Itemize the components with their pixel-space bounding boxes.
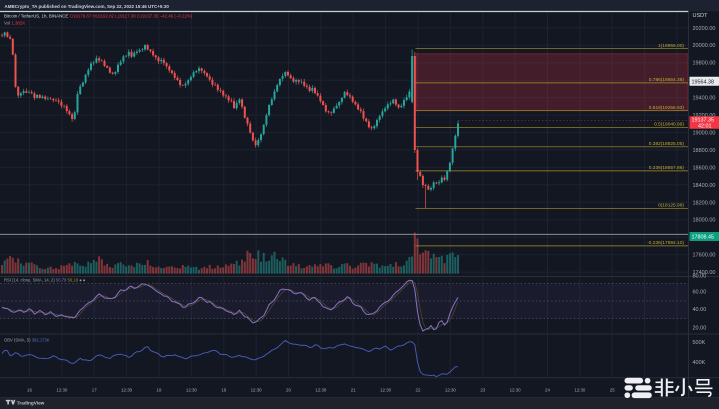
svg-text:12:30: 12:30 [445, 388, 457, 393]
svg-text:0.618(19256.93): 0.618(19256.93) [649, 105, 685, 111]
svg-text:20200.00: 20200.00 [693, 26, 716, 32]
svg-text:17600.00: 17600.00 [693, 253, 716, 259]
svg-text:23: 23 [480, 388, 485, 393]
svg-text:500K: 500K [693, 340, 706, 346]
svg-text:20000.00: 20000.00 [693, 43, 716, 49]
svg-text:400K: 400K [693, 360, 706, 366]
svg-text:Vol 1.382K: Vol 1.382K [4, 21, 25, 26]
svg-text:12:30: 12:30 [251, 388, 263, 393]
svg-text:0.382(18825.05): 0.382(18825.05) [649, 141, 685, 147]
svg-text:0.236(18557.86): 0.236(18557.86) [649, 165, 685, 171]
svg-text:Bitcoin / TetherUS, 1h, BINANC: Bitcoin / TetherUS, 1h, BINANCE O19178.8… [4, 13, 193, 18]
svg-text:20: 20 [286, 388, 291, 393]
svg-text:80.00: 80.00 [693, 273, 707, 279]
svg-text:-0.236(17694.10): -0.236(17694.10) [647, 240, 684, 246]
svg-text:22: 22 [416, 388, 421, 393]
svg-text:19137.35: 19137.35 [692, 118, 714, 124]
svg-text:21: 21 [351, 388, 356, 393]
svg-text:17808.45: 17808.45 [692, 235, 714, 241]
svg-text:18000.00: 18000.00 [693, 218, 716, 224]
svg-text:19000.00: 19000.00 [693, 131, 716, 137]
svg-text:19: 19 [221, 388, 226, 393]
svg-text:12:30: 12:30 [121, 388, 133, 393]
svg-text:TradingView: TradingView [17, 400, 45, 405]
svg-text:12:30: 12:30 [56, 388, 68, 393]
svg-text:12:30: 12:30 [186, 388, 198, 393]
svg-text:RSI (14, close, SMA, 14, 2) 56: RSI (14, close, SMA, 14, 2) 56.79 56.18 … [4, 277, 86, 282]
svg-text:19800.00: 19800.00 [693, 61, 716, 67]
svg-text:12:30: 12:30 [380, 388, 392, 393]
svg-text:18: 18 [157, 388, 162, 393]
svg-text:19200.00: 19200.00 [693, 113, 716, 119]
svg-text:12:30: 12:30 [315, 388, 327, 393]
svg-text:20.00: 20.00 [693, 326, 707, 332]
svg-text:24: 24 [545, 388, 550, 393]
svg-text:USDT: USDT [693, 13, 709, 19]
svg-text:0.786(19564.38): 0.786(19564.38) [649, 77, 685, 83]
svg-text:19564.38: 19564.38 [692, 79, 714, 85]
svg-text:18200.00: 18200.00 [693, 200, 716, 206]
svg-text:OBV (SMA, 5) 392.173K: OBV (SMA, 5) 392.173K [4, 337, 50, 342]
svg-text:17: 17 [92, 388, 97, 393]
svg-text:40.00: 40.00 [693, 307, 707, 313]
svg-text:16: 16 [27, 388, 32, 393]
svg-text:60.00: 60.00 [693, 290, 707, 296]
svg-text:25: 25 [610, 388, 615, 393]
svg-text:42:01: 42:01 [698, 124, 712, 130]
svg-text:12:30: 12:30 [510, 388, 522, 393]
svg-text:1(19956.00): 1(19956.00) [658, 43, 684, 49]
svg-text:0(18125.98): 0(18125.98) [658, 203, 684, 209]
svg-text:12:30: 12:30 [574, 388, 586, 393]
svg-text:18600.00: 18600.00 [693, 165, 716, 171]
svg-text:18400.00: 18400.00 [693, 183, 716, 189]
svg-text:19400.00: 19400.00 [693, 96, 716, 102]
svg-text:18800.00: 18800.00 [693, 148, 716, 154]
svg-text:17400.00: 17400.00 [693, 270, 716, 276]
svg-text:AMBCrypto_TA published on Trad: AMBCrypto_TA published on TradingView.co… [5, 4, 170, 9]
svg-text:0.5(19040.99): 0.5(19040.99) [654, 122, 684, 128]
